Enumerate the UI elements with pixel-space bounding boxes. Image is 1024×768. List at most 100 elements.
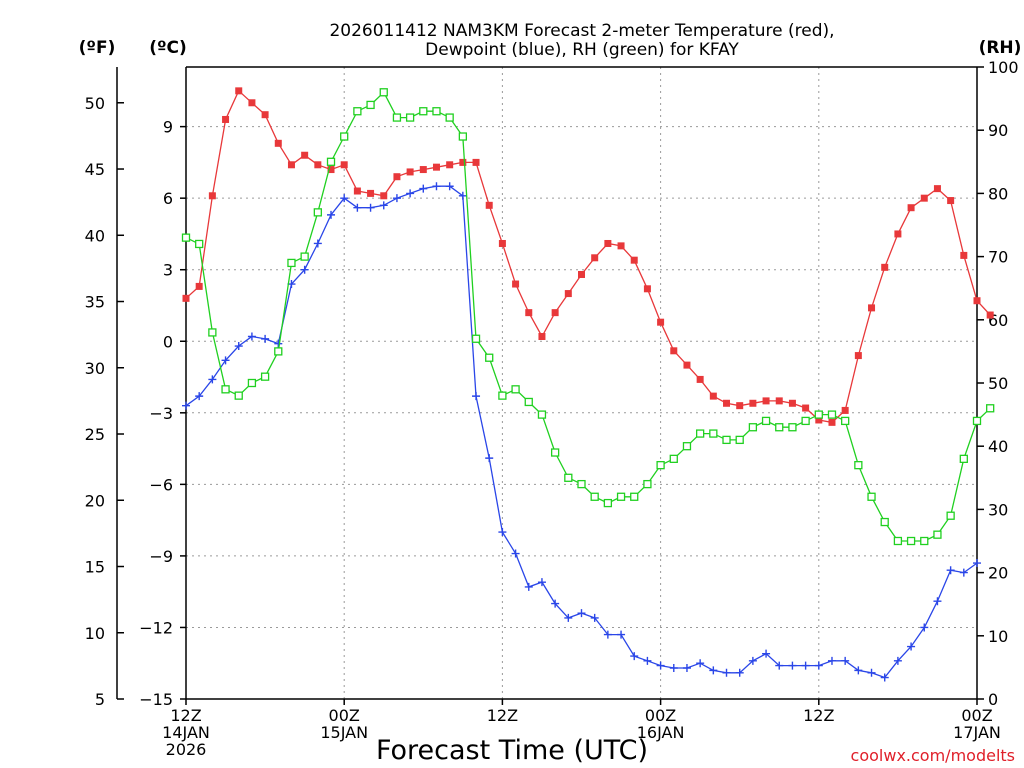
rh-point <box>946 511 955 520</box>
dewpoint-point <box>432 182 441 191</box>
dewpoint-point <box>208 375 217 384</box>
rh-point <box>696 429 705 438</box>
celsius-unit-label: (ºC) <box>149 38 187 58</box>
rh-point <box>379 88 388 97</box>
dewpoint-point <box>274 339 283 348</box>
temperature-point <box>208 192 216 200</box>
dewpoint-point <box>959 568 968 577</box>
temperature-point <box>775 397 783 405</box>
temperature-point <box>709 392 717 400</box>
dewpoint-point <box>854 666 863 675</box>
rh-unit-label: (RH) <box>979 38 1022 58</box>
temperature-point <box>301 151 309 159</box>
rh-point <box>550 448 560 457</box>
dewpoint-point <box>920 623 929 632</box>
rh-point <box>392 113 402 122</box>
rh-point <box>814 410 823 419</box>
dewpoint-point <box>234 342 243 351</box>
fahrenheit-tick-label: 45 <box>85 160 105 179</box>
rh-tick-label: 50 <box>988 374 1008 393</box>
dewpoint-point <box>656 661 665 670</box>
dewpoint-point <box>775 661 784 670</box>
x-tick-label: 00Z <box>329 706 360 725</box>
rh-point <box>867 492 876 501</box>
temperature-point <box>353 187 361 195</box>
temperature-point <box>472 158 480 166</box>
rh-point <box>313 208 322 217</box>
rh-point <box>221 385 230 394</box>
rh-point <box>775 423 784 432</box>
dewpoint-point <box>472 392 481 401</box>
dewpoint-point <box>841 656 850 665</box>
rh-point <box>590 492 599 501</box>
temperature-point <box>868 304 876 312</box>
rh-line <box>185 91 991 542</box>
dewpoint-point <box>300 265 309 274</box>
temperature-point <box>564 290 572 298</box>
dewpoint-point <box>880 673 889 682</box>
rh-point <box>603 498 613 508</box>
celsius-tick-label: −12 <box>139 618 173 637</box>
temperature-point <box>973 297 981 305</box>
fahrenheit-tick-label: 25 <box>85 425 105 444</box>
rh-point <box>458 132 468 141</box>
chart-title-line2: Dewpoint (blue), RH (green) for KFAY <box>425 40 739 60</box>
rh-point <box>498 391 507 400</box>
temperature-point <box>643 285 651 293</box>
dewpoint-point <box>907 642 916 651</box>
dewpoint-point <box>801 661 810 670</box>
temperature-point <box>894 230 902 238</box>
rh-point <box>524 397 533 407</box>
rh-point <box>432 107 441 116</box>
celsius-tick-label: −6 <box>149 475 173 494</box>
dewpoint-point <box>511 549 520 558</box>
temperature-point <box>578 270 585 278</box>
dewpoint-point <box>379 201 388 210</box>
rh-point <box>353 107 362 116</box>
rh-point <box>643 479 652 489</box>
temperature-point <box>723 399 731 407</box>
dewpoint-point <box>696 659 705 668</box>
celsius-tick-label: −9 <box>149 547 173 566</box>
rh-series <box>181 88 995 546</box>
rh-point <box>511 385 520 394</box>
dewpoint-point <box>603 630 612 639</box>
rh-point <box>972 416 982 426</box>
temperature-point <box>551 309 559 317</box>
temperature-point <box>485 201 493 209</box>
temperature-point <box>986 311 994 319</box>
temperature-point <box>498 239 506 247</box>
rh-point <box>616 492 626 501</box>
temperature-point <box>512 280 520 288</box>
rh-tick-label: 30 <box>988 500 1008 519</box>
temperature-point <box>525 309 533 317</box>
rh-tick-label: 90 <box>988 121 1008 140</box>
dewpoint-point <box>788 661 797 670</box>
rh-point <box>419 107 428 116</box>
temperature-point <box>406 168 414 176</box>
fahrenheit-tick-label: 40 <box>85 226 105 245</box>
rh-point <box>181 233 191 242</box>
rh-point <box>445 113 454 122</box>
dewpoint-point <box>485 454 494 463</box>
temperature-point <box>947 197 955 205</box>
temperature-point <box>617 242 625 250</box>
dewpoint-point <box>827 656 836 665</box>
dewpoint-series <box>182 182 981 682</box>
rh-tick-label: 80 <box>988 184 1008 203</box>
rh-point <box>366 100 375 110</box>
x-tick-label: 14JAN <box>162 723 210 742</box>
temperature-point <box>854 352 862 360</box>
temperature-point <box>393 173 401 181</box>
temperature-point <box>683 361 691 369</box>
dewpoint-point <box>564 613 573 622</box>
temperature-point <box>261 111 269 119</box>
x-tick-label: 16JAN <box>637 723 685 742</box>
dewpoint-point <box>590 613 599 622</box>
dewpoint-point <box>973 559 981 568</box>
rh-point <box>485 353 494 362</box>
dewpoint-point <box>340 194 349 203</box>
temperature-point <box>446 161 454 169</box>
celsius-tick-label: −3 <box>149 404 173 423</box>
